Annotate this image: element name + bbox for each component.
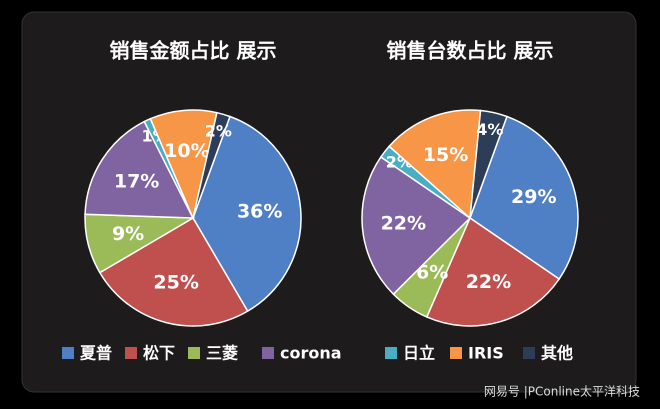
- legend-swatch: [188, 347, 200, 359]
- data-label: 4%: [476, 120, 503, 139]
- data-label: 15%: [423, 144, 468, 166]
- pie-slice: [469, 109, 508, 219]
- pie-slice: [98, 216, 249, 327]
- legend-swatch: [450, 347, 462, 359]
- pie-slice: [425, 216, 561, 327]
- legend-swatch: [125, 347, 137, 359]
- pie-slice: [192, 115, 302, 313]
- data-label: 6%: [416, 262, 448, 284]
- legend-label: corona: [280, 344, 342, 363]
- pie-slice: [84, 120, 195, 219]
- legend-swatch: [262, 347, 274, 359]
- data-label: 9%: [112, 223, 144, 245]
- data-label: 25%: [153, 271, 198, 293]
- pie-slice: [361, 155, 472, 296]
- legend-label: 三菱: [206, 344, 238, 363]
- data-label: 36%: [237, 200, 282, 222]
- legend-swatch: [523, 347, 535, 359]
- data-label: 10%: [164, 140, 209, 162]
- pie-slice: [469, 115, 579, 281]
- pie-slice: [192, 111, 231, 219]
- legend-label: 松下: [143, 344, 175, 363]
- data-label: 2%: [205, 122, 232, 141]
- watermark: 网易号 |PConline太平洋科技: [484, 384, 640, 399]
- legend-swatch: [385, 347, 397, 359]
- legend-swatch: [62, 347, 74, 359]
- chart-title: 销售金额占比 展示: [110, 39, 277, 63]
- legend-label: 日立: [403, 344, 435, 363]
- data-label: 22%: [381, 213, 426, 235]
- data-label: 29%: [511, 186, 556, 208]
- legend-label: 夏普: [79, 344, 112, 363]
- legend-label: IRIS: [468, 344, 504, 363]
- pie-slice: [388, 109, 482, 220]
- data-label: 17%: [114, 170, 159, 192]
- data-label: 22%: [466, 271, 511, 293]
- legend-label: 其他: [541, 344, 573, 363]
- chart-title: 销售台数占比 展示: [387, 39, 554, 63]
